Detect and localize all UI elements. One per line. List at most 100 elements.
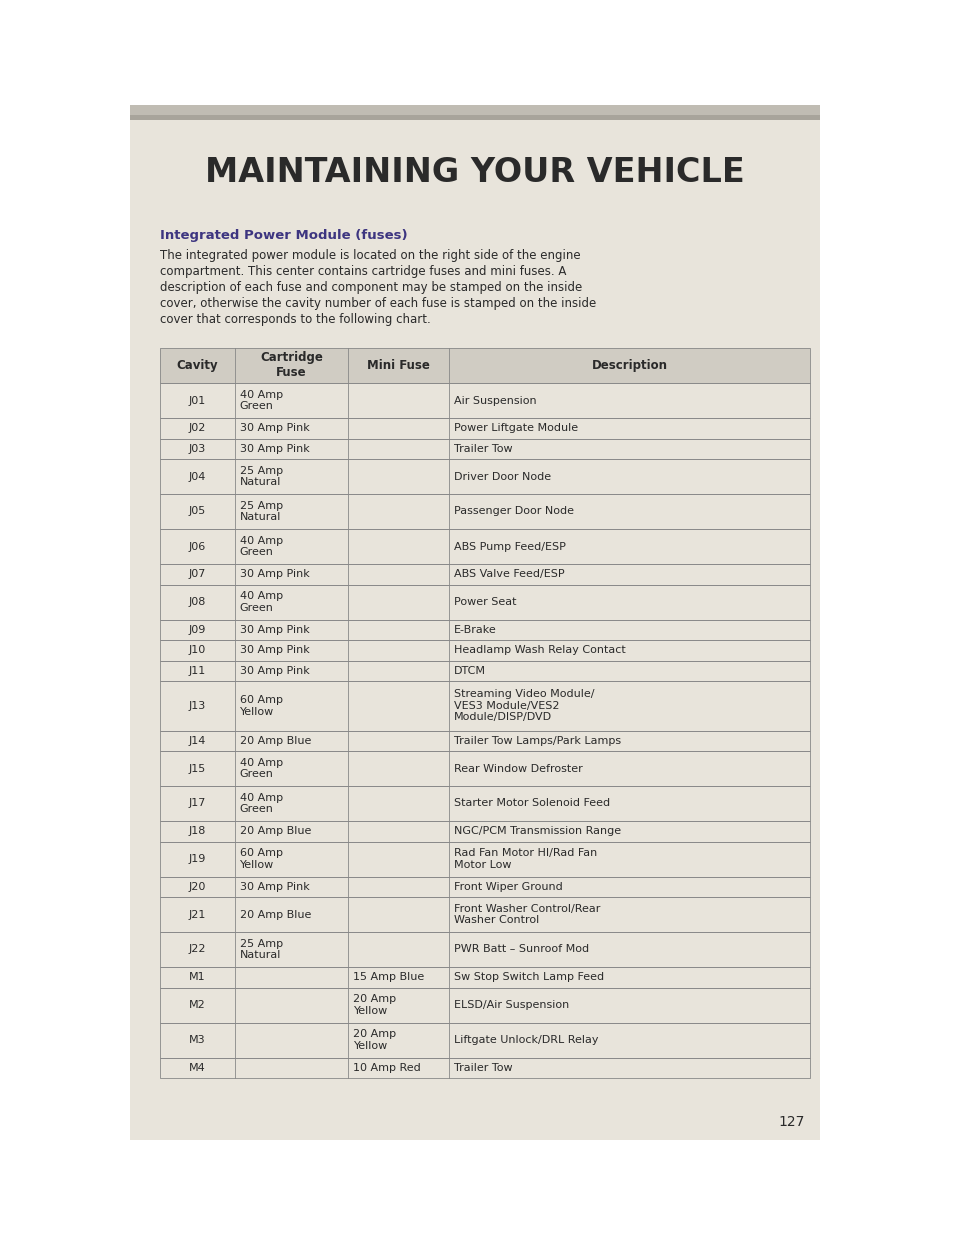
Text: 127: 127 (778, 1115, 804, 1129)
Text: Cartridge
Fuse: Cartridge Fuse (260, 352, 323, 379)
Text: Description: Description (591, 359, 667, 372)
Text: description of each fuse and component may be stamped on the inside: description of each fuse and component m… (160, 280, 581, 294)
Bar (160, 967, 809, 988)
Text: 30 Amp Pink: 30 Amp Pink (239, 645, 309, 656)
Text: 40 Amp
Green: 40 Amp Green (239, 793, 283, 814)
Text: J07: J07 (189, 569, 206, 579)
Text: Driver Door Node: Driver Door Node (454, 472, 551, 482)
Bar (160, 897, 809, 932)
Text: Integrated Power Module (fuses): Integrated Power Module (fuses) (160, 228, 407, 242)
Bar (130, 105, 820, 1140)
Text: Passenger Door Node: Passenger Door Node (454, 506, 574, 516)
Text: Power Seat: Power Seat (454, 597, 517, 606)
Text: 30 Amp Pink: 30 Amp Pink (239, 443, 309, 453)
Text: 40 Amp
Green: 40 Amp Green (239, 758, 283, 779)
Text: J09: J09 (189, 625, 206, 635)
Text: Front Wiper Ground: Front Wiper Ground (454, 882, 562, 892)
Text: Streaming Video Module/
VES3 Module/VES2
Module/DISP/DVD: Streaming Video Module/ VES3 Module/VES2… (454, 689, 594, 722)
Text: J15: J15 (189, 763, 206, 773)
Bar (160, 680, 809, 730)
Bar (160, 529, 809, 564)
Text: ABS Pump Feed/ESP: ABS Pump Feed/ESP (454, 541, 565, 552)
Text: Power Liftgate Module: Power Liftgate Module (454, 424, 578, 433)
Bar (160, 620, 809, 640)
Bar (160, 1023, 809, 1057)
Text: Trailer Tow Lamps/Park Lamps: Trailer Tow Lamps/Park Lamps (454, 736, 620, 746)
Text: 30 Amp Pink: 30 Amp Pink (239, 625, 309, 635)
Bar (160, 897, 809, 932)
Text: Cavity: Cavity (176, 359, 218, 372)
Text: J02: J02 (189, 424, 206, 433)
Bar (160, 877, 809, 897)
Bar (160, 821, 809, 841)
Text: J17: J17 (189, 799, 206, 809)
Text: M1: M1 (189, 972, 206, 982)
Text: Headlamp Wash Relay Contact: Headlamp Wash Relay Contact (454, 645, 625, 656)
Bar (160, 620, 809, 640)
Text: 20 Amp Blue: 20 Amp Blue (239, 736, 311, 746)
Bar (160, 383, 809, 417)
Text: 40 Amp
Green: 40 Amp Green (239, 536, 283, 557)
Text: J18: J18 (189, 826, 206, 836)
Bar (160, 494, 809, 529)
Bar (160, 785, 809, 821)
Bar (160, 988, 809, 1023)
Text: Rear Window Defroster: Rear Window Defroster (454, 763, 582, 773)
Bar (160, 640, 809, 661)
Bar (160, 661, 809, 680)
Text: Rad Fan Motor HI/Rad Fan
Motor Low: Rad Fan Motor HI/Rad Fan Motor Low (454, 848, 597, 869)
Text: E-Brake: E-Brake (454, 625, 497, 635)
Text: M3: M3 (189, 1035, 206, 1045)
Bar (160, 348, 809, 383)
Bar (130, 115, 820, 120)
Bar (160, 988, 809, 1023)
Text: 20 Amp
Yellow: 20 Amp Yellow (354, 994, 396, 1016)
Bar (160, 564, 809, 584)
Bar (160, 751, 809, 785)
Text: 20 Amp Blue: 20 Amp Blue (239, 826, 311, 836)
Text: 30 Amp Pink: 30 Amp Pink (239, 569, 309, 579)
Bar (160, 821, 809, 841)
Bar (160, 383, 809, 417)
Text: 60 Amp
Yellow: 60 Amp Yellow (239, 848, 282, 869)
Bar (160, 967, 809, 988)
Bar (160, 640, 809, 661)
Bar (160, 584, 809, 620)
Text: M2: M2 (189, 1000, 206, 1010)
Text: 15 Amp Blue: 15 Amp Blue (354, 972, 424, 982)
Text: Trailer Tow: Trailer Tow (454, 443, 513, 453)
Bar (160, 459, 809, 494)
Text: 20 Amp Blue: 20 Amp Blue (239, 909, 311, 920)
Text: Sw Stop Switch Lamp Feed: Sw Stop Switch Lamp Feed (454, 972, 604, 982)
Text: DTCM: DTCM (454, 666, 486, 676)
Bar (160, 417, 809, 438)
Text: J21: J21 (189, 909, 206, 920)
Text: Trailer Tow: Trailer Tow (454, 1063, 513, 1073)
Bar (160, 417, 809, 438)
Text: J14: J14 (189, 736, 206, 746)
Text: J08: J08 (189, 597, 206, 606)
Bar (160, 1023, 809, 1057)
Bar (160, 494, 809, 529)
Bar (160, 1057, 809, 1078)
Bar (160, 438, 809, 459)
Text: 20 Amp
Yellow: 20 Amp Yellow (354, 1029, 396, 1051)
Bar (160, 932, 809, 967)
Text: Front Washer Control/Rear
Washer Control: Front Washer Control/Rear Washer Control (454, 904, 600, 925)
Text: 30 Amp Pink: 30 Amp Pink (239, 882, 309, 892)
Text: J04: J04 (189, 472, 206, 482)
Text: 40 Amp
Green: 40 Amp Green (239, 592, 283, 613)
Text: J22: J22 (189, 945, 206, 955)
Text: J03: J03 (189, 443, 206, 453)
Text: Air Suspension: Air Suspension (454, 395, 537, 405)
Bar (160, 661, 809, 680)
Bar (160, 841, 809, 877)
Bar (160, 459, 809, 494)
Text: J11: J11 (189, 666, 206, 676)
Bar (160, 751, 809, 785)
Text: ABS Valve Feed/ESP: ABS Valve Feed/ESP (454, 569, 564, 579)
Text: 30 Amp Pink: 30 Amp Pink (239, 666, 309, 676)
Text: 25 Amp
Natural: 25 Amp Natural (239, 939, 283, 961)
Bar (160, 785, 809, 821)
Bar (160, 730, 809, 751)
